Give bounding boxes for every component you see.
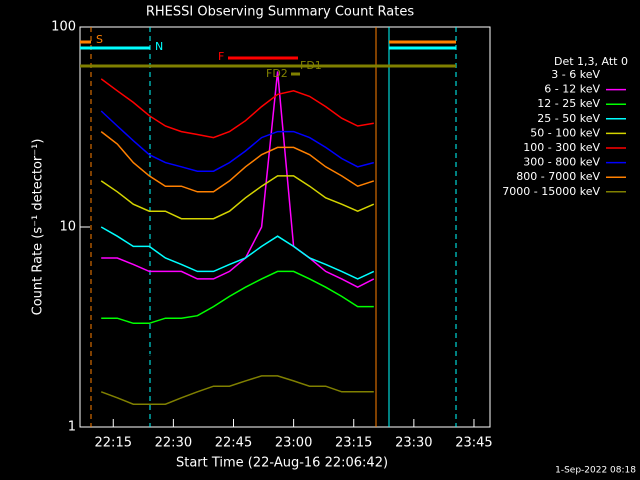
x-tick-label: 22:45 <box>215 436 252 451</box>
series-line <box>101 295 375 360</box>
series-line <box>100 110 374 172</box>
legend-label: 300 - 800 keV <box>523 156 600 169</box>
y-tick-label: 10 <box>59 220 76 235</box>
x-tick-label: 23:00 <box>275 436 312 451</box>
series-line <box>100 175 375 220</box>
legend-title: Det 1,3, Att 0 <box>554 55 628 68</box>
legend-label: 100 - 300 keV <box>523 141 600 154</box>
annotation: F <box>218 50 224 63</box>
chart-title: RHESSI Observing Summary Count Rates <box>146 5 415 20</box>
x-tick-label: 23:15 <box>335 436 372 451</box>
legend-label: 12 - 25 keV <box>537 97 600 110</box>
annotation: S <box>96 33 103 46</box>
legend-label: 50 - 100 keV <box>530 126 600 139</box>
legend-label: 7000 - 15000 keV <box>502 185 600 198</box>
series-line <box>100 131 375 193</box>
legend-label: 800 - 7000 keV <box>516 170 600 183</box>
legend-label: 6 - 12 keV <box>544 83 600 96</box>
series-line <box>100 78 374 139</box>
series-line <box>101 71 375 289</box>
annotation: FD1 <box>300 59 322 72</box>
x-tick-label: 22:15 <box>95 436 132 451</box>
y-axis-label: Count Rate (s⁻¹ detector⁻¹) <box>31 139 46 316</box>
legend-label: 25 - 50 keV <box>537 112 600 125</box>
x-axis-label: Start Time (22-Aug-16 22:06:42) <box>176 456 388 471</box>
footer: 1-Sep-2022 08:18 <box>555 466 636 476</box>
x-tick-label: 23:30 <box>395 436 432 451</box>
annotation: FD2 <box>266 67 288 80</box>
x-tick-label: 23:45 <box>455 436 492 451</box>
plot-frame <box>79 26 491 428</box>
y-tick-label: 1 <box>68 420 76 435</box>
series-line <box>101 270 374 325</box>
series-line <box>100 375 374 405</box>
series-line <box>100 226 375 280</box>
x-tick-label: 22:30 <box>155 436 192 451</box>
annotation: N <box>155 40 163 53</box>
legend-label: 3 - 6 keV <box>551 68 600 81</box>
y-tick-label: 100 <box>51 20 76 35</box>
